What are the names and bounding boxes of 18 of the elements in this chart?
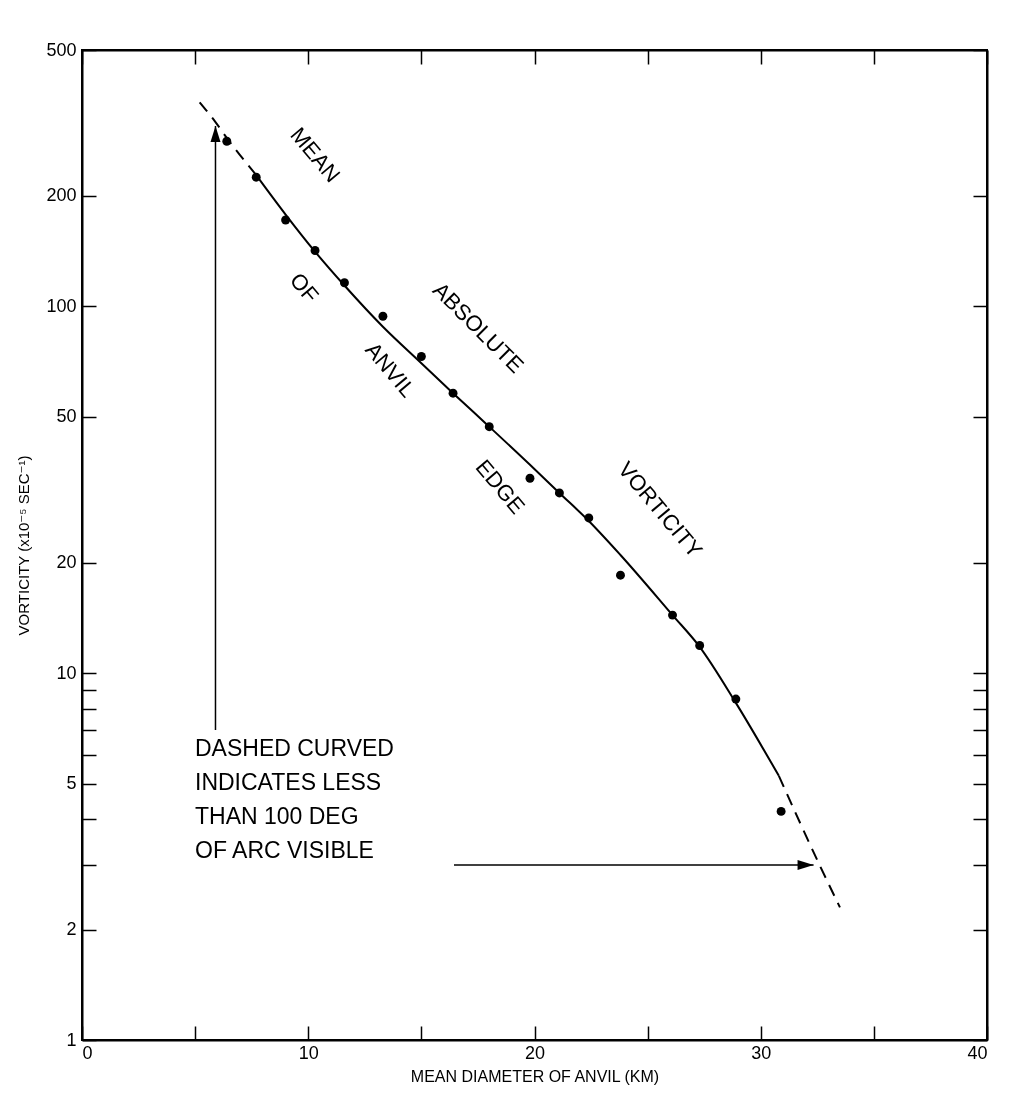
x-tick-label: 10 [298,1042,319,1063]
y-tick-label: 2 [66,919,77,940]
x-tick-label: 20 [524,1042,546,1063]
y-tick-label: 50 [56,406,77,427]
x-tick-label: 30 [751,1042,772,1063]
annotation: OF [284,267,324,308]
y-tick-label: 1 [66,1029,77,1050]
y-tick-label: 10 [56,662,77,683]
y-tick-label: 5 [66,773,77,794]
y-tick-label: 200 [46,185,77,206]
y-axis-title: VORTICITY (x10⁻⁵ SEC⁻¹) [15,455,33,636]
x-tick-label: 0 [82,1042,93,1063]
y-tick-label: 20 [56,552,77,573]
y-tick-label: 500 [46,39,77,60]
y-tick-label: 100 [46,295,77,316]
annotation: DASHED CURVED INDICATES LESS THAN 100 DEG OF ARC VISIBLE [195,735,394,863]
x-tick-label: 40 [967,1042,988,1063]
x-axis-title: MEAN DIAMETER OF ANVIL (KM) [410,1067,660,1085]
